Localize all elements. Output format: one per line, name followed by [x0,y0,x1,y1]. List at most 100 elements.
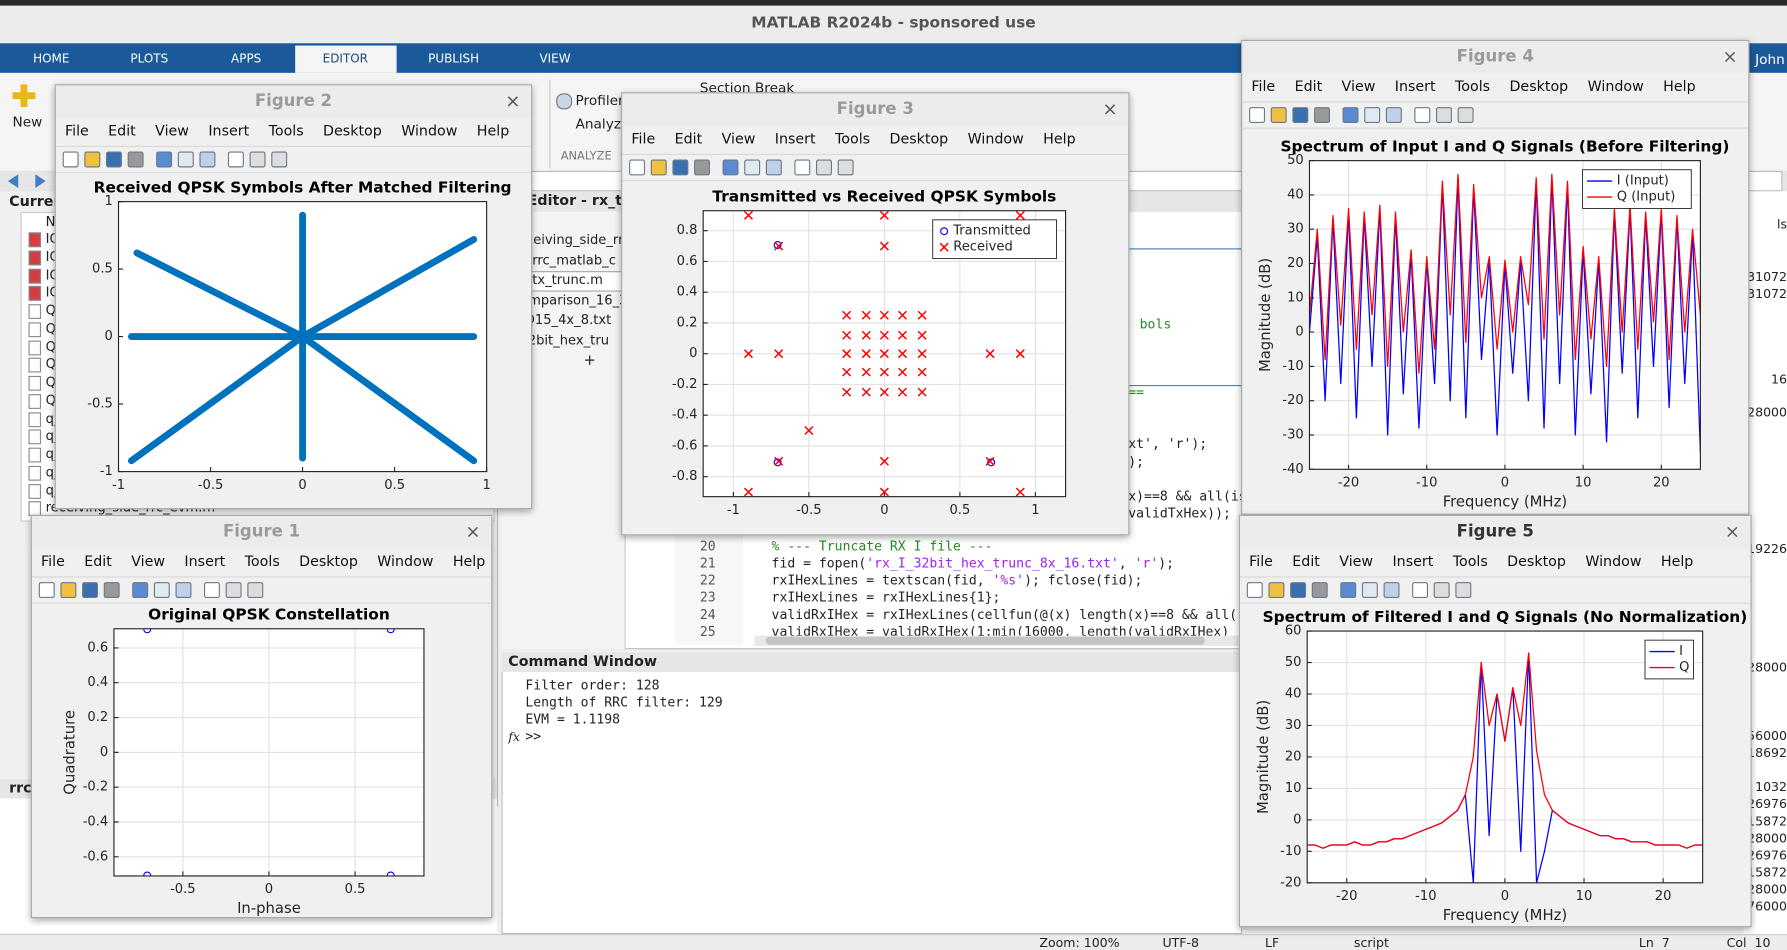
toolbar-button[interactable] [1292,107,1309,124]
menu-item[interactable]: Help [1660,552,1694,570]
toolbar-button[interactable] [722,159,739,176]
file-name[interactable]: Q [45,338,56,354]
toolbar-button[interactable] [1385,107,1402,124]
menu-item[interactable]: View [1341,77,1376,95]
toolbar-button[interactable] [1383,582,1400,599]
toolbar-button[interactable] [271,151,288,168]
toolstrip-tab[interactable]: EDITOR [322,52,368,66]
menu-item[interactable]: Insert [774,129,816,147]
toolbar-button[interactable] [694,159,711,176]
menu-item[interactable]: Help [452,552,486,570]
close-button[interactable] [467,526,479,538]
menu-item[interactable]: View [131,552,166,570]
toolbar-button[interactable] [765,159,782,176]
menu-item[interactable]: Desktop [1509,77,1569,95]
toolbar-button[interactable] [103,582,120,599]
toolbar-button[interactable] [82,582,99,599]
toolbar-button[interactable] [153,582,170,599]
close-button[interactable] [1727,526,1738,538]
toolbar-button[interactable] [175,582,192,599]
toolstrip-button[interactable]: Section Break [699,79,795,96]
close-button[interactable] [1104,104,1116,115]
toolbar-button[interactable] [744,159,761,176]
close-button[interactable] [1724,51,1736,63]
toolbar-button[interactable] [84,151,101,168]
toolbar-button[interactable] [247,582,264,599]
toolbar-button[interactable] [1433,582,1450,599]
toolbar-button[interactable] [794,159,811,176]
menu-item[interactable]: File [41,552,65,570]
toolbar-button[interactable] [650,159,667,176]
toolbar-button[interactable] [1361,582,1378,599]
toolbar-button[interactable] [1455,582,1472,599]
toolbar-button[interactable] [204,582,220,599]
file-name[interactable]: Q [45,320,56,337]
toolbar-button[interactable] [60,582,77,599]
toolbar-button[interactable] [1457,107,1474,124]
toolbar-button[interactable] [837,159,854,176]
menu-item[interactable]: Help [1663,77,1696,95]
menu-item[interactable]: Desktop [889,129,949,147]
toolbar-button[interactable] [1290,582,1307,599]
toolbar-button[interactable] [1270,107,1287,124]
menu-item[interactable]: Edit [108,121,136,139]
menu-item[interactable]: Window [1585,552,1642,570]
menu-item[interactable]: Tools [1454,77,1491,95]
toolbar-button[interactable] [156,151,173,168]
menu-item[interactable]: File [64,121,89,139]
toolbar-button[interactable] [1311,582,1328,599]
toolbar-button[interactable] [672,159,689,176]
back-arrow[interactable] [7,174,19,188]
toolbar-button[interactable] [1412,582,1429,599]
toolbar-button[interactable] [62,151,79,168]
editor-file[interactable]: comparison_16_3 [512,291,628,308]
toolstrip-tab[interactable]: VIEW [539,52,571,66]
editor-file[interactable]: rx_tx_trunc.m [512,271,603,288]
toolbar-button[interactable] [38,582,55,599]
toolbar-button[interactable] [127,151,144,168]
menu-item[interactable]: Help [476,121,510,139]
menu-item[interactable]: Tools [835,129,871,147]
toolbar-button[interactable] [105,151,122,168]
toolbar-button[interactable] [1342,107,1359,124]
toolbar-button[interactable] [816,159,832,176]
menu-item[interactable]: Insert [1394,77,1436,95]
toolbar-button[interactable] [1435,107,1452,124]
menu-item[interactable]: Help [1043,129,1076,147]
editor-file[interactable]: rx_rrc_matlab_c [512,251,616,268]
menu-item[interactable]: Insert [208,121,250,139]
toolstrip-tab[interactable]: HOME [33,52,70,66]
menu-item[interactable]: Window [967,129,1024,147]
close-button[interactable] [507,96,518,107]
menu-item[interactable]: File [631,129,656,147]
menu-item[interactable]: View [721,129,756,147]
menu-item[interactable]: Window [377,552,434,570]
menu-item[interactable]: Window [1587,77,1644,95]
menu-item[interactable]: Insert [184,552,226,570]
toolbar-button[interactable] [1249,107,1266,124]
file-name[interactable]: Q [45,391,56,408]
toolbar-button[interactable] [1414,107,1431,124]
toolstrip-button[interactable]: Analyze [575,116,630,133]
toolbar-button[interactable] [1314,107,1330,124]
menu-item[interactable]: View [155,121,189,139]
menu-item[interactable]: File [1251,77,1276,95]
command-prompt[interactable]: >> [525,728,542,745]
toolbar-button[interactable] [629,159,646,176]
menu-item[interactable]: Tools [268,121,304,139]
editor-file[interactable]: receiving_side_rrc [512,231,631,248]
menu-item[interactable]: Tools [1452,552,1488,570]
toolstrip-button[interactable]: Profiler [575,92,624,109]
menu-item[interactable]: Edit [84,552,112,570]
toolbar-button[interactable] [199,151,216,168]
toolbar-button[interactable] [249,151,266,168]
toolstrip-tab[interactable]: APPS [231,52,262,66]
menu-item[interactable]: Edit [1294,77,1323,95]
forward-arrow[interactable] [35,174,46,188]
toolbar-button[interactable] [132,582,149,599]
menu-item[interactable]: Desktop [1507,552,1566,570]
toolbar-button[interactable] [225,582,242,599]
editor-file[interactable]: _32bit_hex_tru [512,331,610,348]
toolstrip-tab[interactable]: PUBLISH [428,52,480,66]
menu-item[interactable]: Edit [674,129,703,147]
